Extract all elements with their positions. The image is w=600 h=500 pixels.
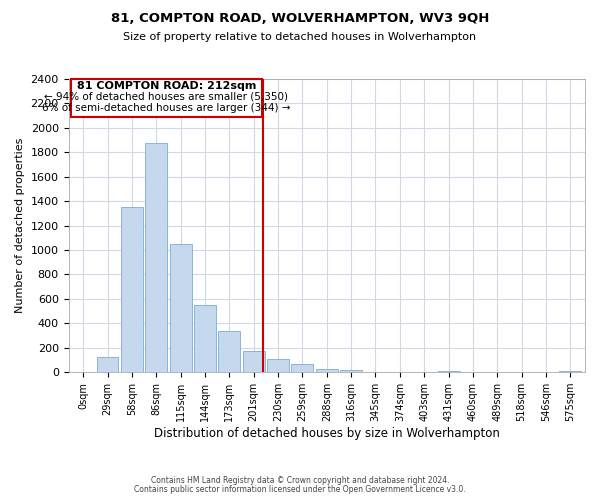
Y-axis label: Number of detached properties: Number of detached properties — [15, 138, 25, 314]
Text: ← 94% of detached houses are smaller (5,350): ← 94% of detached houses are smaller (5,… — [44, 92, 289, 102]
Bar — [267, 359, 289, 372]
Bar — [340, 370, 362, 372]
Text: Contains HM Land Registry data © Crown copyright and database right 2024.: Contains HM Land Registry data © Crown c… — [151, 476, 449, 485]
Bar — [559, 371, 581, 372]
Bar — [97, 357, 118, 372]
Bar — [316, 368, 338, 372]
Bar — [121, 208, 143, 372]
Bar — [218, 330, 240, 372]
FancyBboxPatch shape — [71, 79, 262, 117]
Text: 81, COMPTON ROAD, WOLVERHAMPTON, WV3 9QH: 81, COMPTON ROAD, WOLVERHAMPTON, WV3 9QH — [111, 12, 489, 26]
Bar — [194, 305, 216, 372]
Text: Contains public sector information licensed under the Open Government Licence v3: Contains public sector information licen… — [134, 485, 466, 494]
X-axis label: Distribution of detached houses by size in Wolverhampton: Distribution of detached houses by size … — [154, 427, 500, 440]
Text: 81 COMPTON ROAD: 212sqm: 81 COMPTON ROAD: 212sqm — [77, 82, 256, 92]
Bar — [292, 364, 313, 372]
Text: 6% of semi-detached houses are larger (344) →: 6% of semi-detached houses are larger (3… — [42, 104, 290, 114]
Text: Size of property relative to detached houses in Wolverhampton: Size of property relative to detached ho… — [124, 32, 476, 42]
Bar — [170, 244, 191, 372]
Bar — [145, 142, 167, 372]
Bar — [243, 351, 265, 372]
Bar — [437, 371, 460, 372]
